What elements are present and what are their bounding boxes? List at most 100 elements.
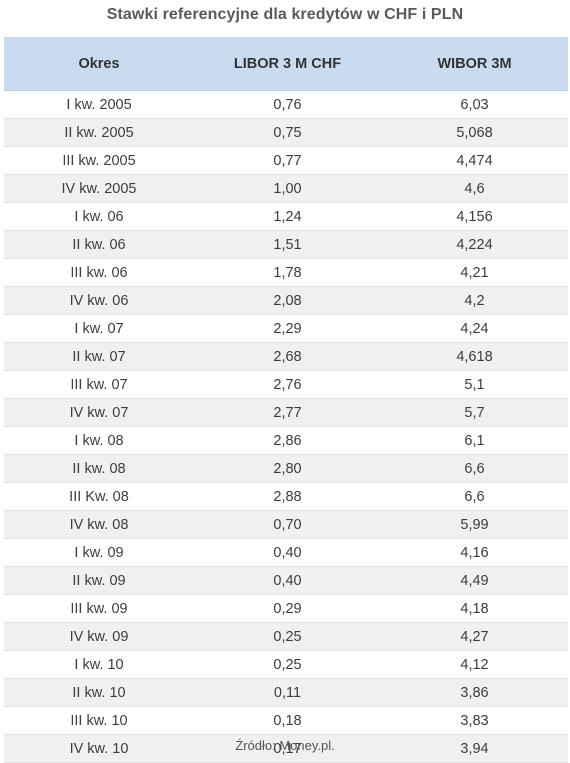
cell-libor: 2,68 xyxy=(273,348,302,365)
cell-wibor: 5,068 xyxy=(456,124,493,141)
cell-wibor: 6,6 xyxy=(464,488,485,505)
cell-wibor: 3,94 xyxy=(460,740,489,757)
table-row: III kw. 07 2,76 5,1 xyxy=(4,371,568,399)
cell-libor: 0,40 xyxy=(273,544,302,561)
cell-period: III kw. 06 xyxy=(70,264,128,281)
cell-wibor: 5,99 xyxy=(460,516,489,533)
cell-libor: 1,51 xyxy=(273,236,302,253)
table-row: III kw. 09 0,29 4,18 xyxy=(4,595,568,623)
cell-wibor: 4,224 xyxy=(456,236,493,253)
cell-libor: 2,08 xyxy=(273,292,302,309)
cell-libor: 1,24 xyxy=(273,208,302,225)
cell-wibor: 6,6 xyxy=(464,460,485,477)
table-row: II kw. 10 0,11 3,86 xyxy=(4,679,568,707)
cell-wibor: 4,156 xyxy=(456,208,493,225)
cell-period: IV kw. 07 xyxy=(69,404,129,421)
table-title: Stawki referencyjne dla kredytów w CHF i… xyxy=(106,6,464,23)
column-header-libor: LIBOR 3 M CHF xyxy=(233,55,342,72)
table-header-row: Okres LIBOR 3 M CHF WIBOR 3M xyxy=(4,37,568,91)
cell-libor: 0,70 xyxy=(273,516,302,533)
cell-period: III kw. 2005 xyxy=(62,152,136,169)
cell-libor: 0,75 xyxy=(273,124,302,141)
cell-period: IV kw. 09 xyxy=(69,628,129,645)
table-row: I kw. 08 2,86 6,1 xyxy=(4,427,568,455)
cell-period: IV kw. 06 xyxy=(69,292,129,309)
table-row: II kw. 07 2,68 4,618 xyxy=(4,343,568,371)
table-row: I kw. 2005 0,76 6,03 xyxy=(4,91,568,119)
cell-period: III kw. 07 xyxy=(70,376,128,393)
table-row: III kw. 2005 0,77 4,474 xyxy=(4,147,568,175)
cell-period: I kw. 09 xyxy=(74,544,124,561)
table-row: I kw. 09 0,40 4,16 xyxy=(4,539,568,567)
cell-period: I kw. 10 xyxy=(74,656,124,673)
cell-libor: 2,77 xyxy=(273,404,302,421)
cell-libor: 0,18 xyxy=(273,712,302,729)
cell-wibor: 4,27 xyxy=(460,628,489,645)
cell-period: II kw. 06 xyxy=(72,236,126,253)
cell-wibor: 4,18 xyxy=(460,600,489,617)
cell-wibor: 4,24 xyxy=(460,320,489,337)
cell-libor: 0,17 xyxy=(273,740,302,757)
cell-libor: 2,76 xyxy=(273,376,302,393)
cell-period: II kw. 07 xyxy=(72,348,126,365)
cell-wibor: 6,03 xyxy=(460,96,489,113)
cell-libor: 0,25 xyxy=(273,628,302,645)
cell-period: III Kw. 08 xyxy=(69,488,129,505)
table-row: III Kw. 08 2,88 6,6 xyxy=(4,483,568,511)
cell-libor: 0,40 xyxy=(273,572,302,589)
table-body: I kw. 2005 0,76 6,03 II kw. 2005 0,75 5,068 II… xyxy=(4,91,568,763)
cell-period: II kw. 09 xyxy=(72,572,126,589)
cell-libor: 0,25 xyxy=(273,656,302,673)
cell-wibor: 4,21 xyxy=(460,264,489,281)
cell-period: II kw. 10 xyxy=(72,684,126,701)
cell-wibor: 3,83 xyxy=(460,712,489,729)
table-row: II kw. 08 2,80 6,6 xyxy=(4,455,568,483)
cell-period: IV kw. 08 xyxy=(69,516,129,533)
cell-libor: 0,76 xyxy=(273,96,302,113)
cell-wibor: 4,16 xyxy=(460,544,489,561)
cell-period: I kw. 07 xyxy=(74,320,124,337)
table-row: IV kw. 09 0,25 4,27 xyxy=(4,623,568,651)
cell-period: III kw. 10 xyxy=(70,712,128,729)
table-row: III kw. 06 1,78 4,21 xyxy=(4,259,568,287)
cell-period: II kw. 08 xyxy=(72,460,126,477)
cell-wibor: 4,6 xyxy=(464,180,485,197)
column-header-period: Okres xyxy=(78,55,120,72)
cell-libor: 2,80 xyxy=(273,460,302,477)
cell-libor: 2,86 xyxy=(273,432,302,449)
cell-wibor: 4,618 xyxy=(456,348,493,365)
table-row: IV kw. 07 2,77 5,7 xyxy=(4,399,568,427)
cell-period: IV kw. 2005 xyxy=(61,180,137,197)
table-row: II kw. 06 1,51 4,224 xyxy=(4,231,568,259)
cell-libor: 2,29 xyxy=(273,320,302,337)
cell-libor: 1,00 xyxy=(273,180,302,197)
cell-libor: 0,11 xyxy=(273,684,302,701)
column-header-wibor: WIBOR 3M xyxy=(437,55,512,72)
table-row: II kw. 2005 0,75 5,068 xyxy=(4,119,568,147)
source-note: Źródło: Money.pl. xyxy=(235,738,335,753)
cell-wibor: 6,1 xyxy=(464,432,485,449)
cell-wibor: 4,474 xyxy=(456,152,493,169)
table-row: III kw. 10 0,18 3,83 xyxy=(4,707,568,735)
cell-period: I kw. 06 xyxy=(74,208,124,225)
cell-period: IV kw. 10 xyxy=(69,740,129,757)
table-row: II kw. 09 0,40 4,49 xyxy=(4,567,568,595)
cell-libor: 0,77 xyxy=(273,152,302,169)
cell-period: I kw. 08 xyxy=(74,432,124,449)
cell-wibor: 4,12 xyxy=(460,656,489,673)
cell-wibor: 5,1 xyxy=(464,376,485,393)
cell-libor: 0,29 xyxy=(273,600,302,617)
cell-wibor: 3,86 xyxy=(460,684,489,701)
cell-period: I kw. 2005 xyxy=(66,96,132,113)
cell-period: II kw. 2005 xyxy=(64,124,134,141)
table-row: I kw. 07 2,29 4,24 xyxy=(4,315,568,343)
table-row: IV kw. 2005 1,00 4,6 xyxy=(4,175,568,203)
table-row: I kw. 06 1,24 4,156 xyxy=(4,203,568,231)
rates-table: Okres LIBOR 3 M CHF WIBOR 3M I kw. 2005 0… xyxy=(4,37,568,763)
cell-wibor: 4,49 xyxy=(460,572,489,589)
cell-libor: 1,78 xyxy=(273,264,302,281)
cell-wibor: 4,2 xyxy=(464,292,485,309)
table-row: IV kw. 08 0,70 5,99 xyxy=(4,511,568,539)
cell-wibor: 5,7 xyxy=(464,404,485,421)
table-row: I kw. 10 0,25 4,12 xyxy=(4,651,568,679)
